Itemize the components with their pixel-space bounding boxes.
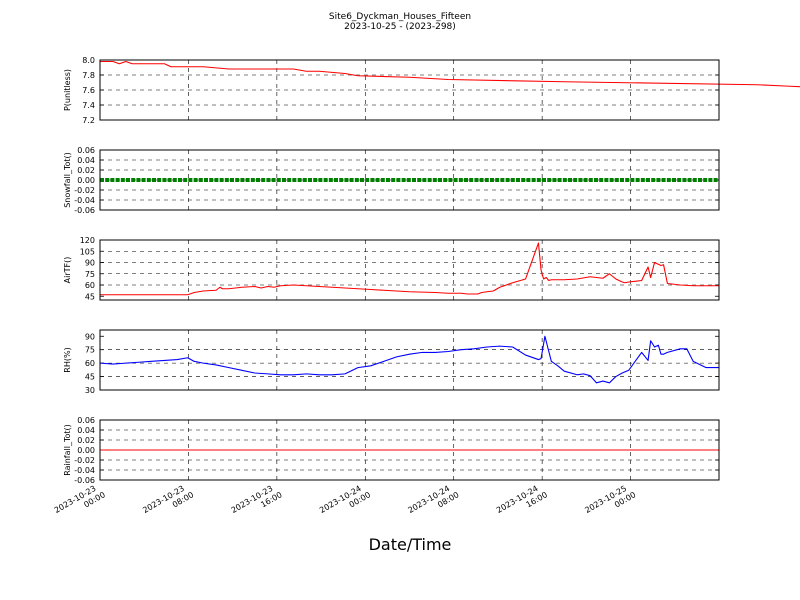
- y-axis-label: AirTF(): [63, 257, 72, 284]
- y-axis-label: Snowfall_Tot(): [63, 152, 72, 208]
- series-line: [99, 335, 719, 384]
- y-tick-label: -0.04: [74, 196, 95, 205]
- y-tick-label: 7.4: [82, 101, 95, 110]
- panel-2: -0.06-0.04-0.020.000.020.040.06 Snowfall_…: [63, 146, 720, 215]
- axes-frame: [99, 419, 720, 481]
- y-axis-label: Rainfall_Tot(): [63, 424, 72, 476]
- y-tick-label: 120: [80, 236, 95, 245]
- panels-group: 7.27.47.67.88.0P(unitless)-0.06-0.04-0.0…: [63, 56, 800, 485]
- axes-frame: [99, 149, 720, 211]
- axes-frame: [99, 239, 720, 301]
- series-line: [100, 242, 719, 296]
- y-tick-label: 75: [85, 270, 95, 279]
- y-tick-label: 0.02: [77, 166, 95, 175]
- y-axis-label: RH(%): [63, 347, 72, 372]
- y-tick-label: 7.2: [82, 116, 95, 125]
- y-tick-label: -0.04: [74, 466, 95, 475]
- y-tick-label: 45: [85, 373, 95, 382]
- y-tick-label: 60: [85, 281, 95, 290]
- chart-subtitle: 2023-10-25 - (2023-298): [344, 22, 456, 32]
- y-tick-label: 0.06: [77, 146, 95, 155]
- x-axis-label: Date/Time: [369, 535, 452, 554]
- panel-1: 7.2 7.4 7.6 7.8 8.0 P(unitless): [63, 56, 800, 125]
- y-tick-label: 7.6: [82, 86, 95, 95]
- series-line: [100, 60, 800, 88]
- panel-4: 30 45 60 75 90 RH(%): [63, 329, 720, 395]
- y-axis-label: P(unitless): [63, 69, 72, 111]
- y-tick-label: -0.02: [74, 456, 95, 465]
- chart-title: Site6_Dyckman_Houses_Fifteen: [329, 12, 471, 22]
- y-tick-label: 90: [85, 332, 95, 341]
- y-tick-label: -0.02: [74, 186, 95, 195]
- y-tick-label: 30: [85, 386, 95, 395]
- y-tick-label: 7.8: [82, 71, 95, 80]
- y-tick-label: 0.00: [77, 176, 95, 185]
- y-tick-label: 105: [80, 247, 95, 256]
- y-tick-label: -0.06: [74, 476, 95, 485]
- y-tick-label: -0.06: [74, 206, 95, 215]
- y-tick-label: 0.04: [77, 426, 95, 435]
- y-tick-label: 75: [85, 346, 95, 355]
- y-tick-label: 45: [85, 292, 95, 301]
- axes-frame: [99, 59, 720, 121]
- y-tick-label: 0.04: [77, 156, 95, 165]
- y-tick-label: 8.0: [82, 56, 95, 65]
- y-tick-label: 0.06: [77, 416, 95, 425]
- axes-frame: [99, 329, 720, 391]
- y-tick-label: 90: [85, 259, 95, 268]
- y-tick-label: 60: [85, 359, 95, 368]
- y-tick-label: 0.00: [77, 446, 95, 455]
- panel-5: -0.06-0.04-0.020.000.020.040.06 Rainfall_…: [63, 416, 720, 485]
- panel-3: 45 60 75 90 105 120 AirTF(): [63, 236, 720, 301]
- y-tick-label: 0.02: [77, 436, 95, 445]
